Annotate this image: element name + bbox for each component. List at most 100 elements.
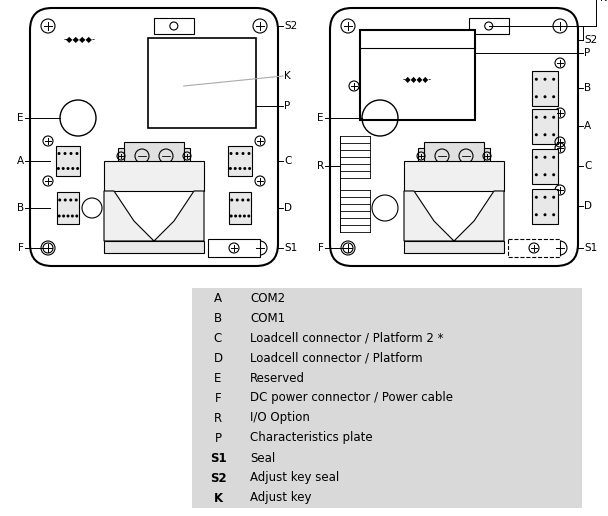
Text: K: K — [284, 71, 291, 81]
Text: S1: S1 — [284, 243, 297, 253]
Circle shape — [247, 215, 250, 218]
Text: S2: S2 — [284, 21, 297, 31]
Text: K: K — [213, 492, 223, 505]
Circle shape — [75, 152, 78, 155]
Circle shape — [552, 196, 555, 199]
Bar — [404, 161, 504, 191]
Circle shape — [75, 199, 78, 202]
Text: D: D — [213, 351, 223, 364]
Text: S1: S1 — [210, 452, 226, 464]
Circle shape — [535, 213, 538, 216]
Bar — [360, 30, 475, 120]
Bar — [192, 288, 582, 508]
Text: K: K — [600, 0, 607, 3]
Text: Adjust key: Adjust key — [250, 492, 311, 505]
Text: P: P — [284, 101, 290, 111]
Bar — [148, 38, 256, 128]
Circle shape — [71, 167, 74, 170]
Text: DC power connector / Power cable: DC power connector / Power cable — [250, 392, 453, 405]
Circle shape — [69, 152, 72, 155]
Text: S2: S2 — [584, 35, 597, 45]
Text: Loadcell connector / Platform 2 *: Loadcell connector / Platform 2 * — [250, 331, 443, 345]
Circle shape — [247, 199, 250, 202]
Circle shape — [75, 215, 78, 218]
Text: C: C — [214, 331, 222, 345]
Bar — [57, 192, 79, 224]
Text: F: F — [18, 243, 24, 253]
Text: A: A — [17, 156, 24, 166]
Text: C: C — [284, 156, 291, 166]
Bar — [532, 108, 558, 143]
Circle shape — [229, 167, 232, 170]
Text: P: P — [215, 431, 221, 444]
Polygon shape — [404, 191, 504, 241]
FancyBboxPatch shape — [30, 8, 278, 266]
Circle shape — [69, 199, 72, 202]
Circle shape — [544, 156, 547, 159]
Circle shape — [230, 215, 233, 218]
Circle shape — [544, 78, 547, 80]
Circle shape — [544, 116, 547, 119]
Text: Seal: Seal — [250, 452, 275, 464]
Circle shape — [544, 95, 547, 98]
Circle shape — [243, 167, 246, 170]
Circle shape — [535, 116, 538, 119]
FancyBboxPatch shape — [330, 8, 578, 266]
Circle shape — [535, 156, 538, 159]
Text: B: B — [584, 83, 591, 93]
Bar — [532, 149, 558, 184]
Circle shape — [552, 133, 555, 136]
Text: Reserved: Reserved — [250, 372, 305, 384]
Text: -◆◆◆◆-: -◆◆◆◆- — [64, 36, 96, 44]
Circle shape — [66, 215, 69, 218]
Text: -◆◆◆◆-: -◆◆◆◆- — [403, 75, 432, 85]
Bar — [418, 148, 424, 164]
Circle shape — [248, 167, 251, 170]
Bar — [118, 148, 124, 164]
Text: A: A — [214, 292, 222, 304]
Text: B: B — [17, 203, 24, 213]
Circle shape — [243, 215, 246, 218]
Circle shape — [241, 199, 244, 202]
Bar — [184, 148, 190, 164]
Bar — [229, 192, 251, 224]
Bar — [532, 71, 558, 105]
Text: C: C — [584, 161, 592, 171]
Bar — [154, 18, 194, 34]
Circle shape — [76, 167, 79, 170]
Text: Characteristics plate: Characteristics plate — [250, 431, 373, 444]
Text: B: B — [214, 312, 222, 325]
Circle shape — [71, 215, 74, 218]
Text: COM1: COM1 — [250, 312, 285, 325]
Circle shape — [234, 215, 237, 218]
Text: P: P — [584, 48, 590, 58]
Text: Adjust key seal: Adjust key seal — [250, 472, 339, 485]
Text: COM2: COM2 — [250, 292, 285, 304]
Circle shape — [235, 152, 238, 155]
Circle shape — [535, 78, 538, 80]
Circle shape — [230, 199, 233, 202]
Circle shape — [62, 215, 65, 218]
Circle shape — [535, 95, 538, 98]
Circle shape — [552, 173, 555, 176]
Text: E: E — [214, 372, 222, 384]
Text: D: D — [284, 203, 292, 213]
Bar — [532, 188, 558, 223]
Text: R: R — [214, 411, 222, 425]
Text: R: R — [317, 161, 324, 171]
Circle shape — [247, 152, 250, 155]
Circle shape — [535, 196, 538, 199]
Bar — [424, 142, 484, 170]
Text: Loadcell connector / Platform: Loadcell connector / Platform — [250, 351, 423, 364]
Circle shape — [535, 133, 538, 136]
Circle shape — [238, 167, 241, 170]
Circle shape — [544, 133, 547, 136]
Circle shape — [535, 173, 538, 176]
Text: A: A — [584, 121, 591, 131]
Bar — [404, 241, 504, 253]
Circle shape — [552, 156, 555, 159]
Text: D: D — [584, 201, 592, 211]
Bar — [56, 146, 80, 176]
Bar — [124, 142, 184, 170]
Text: E: E — [18, 113, 24, 123]
